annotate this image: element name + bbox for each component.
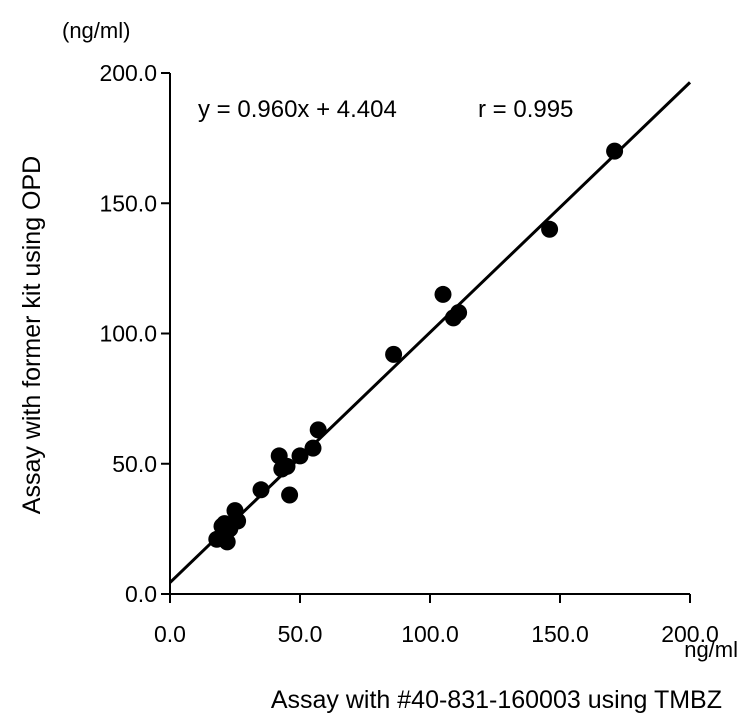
correlation-label: r = 0.995 [478,96,573,123]
y-tick-label: 0.0 [125,581,157,607]
y-unit-label: (ng/ml) [62,18,130,43]
data-point [252,481,270,499]
data-point [218,533,236,551]
data-point [385,345,403,363]
x-unit-label: ng/ml [684,637,738,662]
data-point [450,304,468,322]
y-tick-label: 50.0 [112,451,157,477]
data-point [606,142,624,160]
data-point [434,285,452,303]
x-tick-label: 200.0 [661,621,719,647]
data-point [281,486,299,504]
x-tick-label: 0.0 [154,621,186,647]
y-tick-label: 200.0 [99,60,157,86]
data-point [278,457,296,475]
y-tick-label: 150.0 [99,190,157,216]
x-tick-label: 100.0 [401,621,459,647]
x-tick-label: 150.0 [531,621,589,647]
regression-line [168,81,692,584]
data-point [541,220,559,238]
data-points [208,142,624,551]
x-axis-title: Assay with #40-831-160003 using TMBZ [271,686,722,714]
data-point [304,439,322,457]
data-point [309,421,327,439]
data-point [229,512,247,530]
x-tick-label: 50.0 [278,621,323,647]
axis-ticks: 0.0 50.0 100.0 150.0 200.0 0.0 50.0 100.0 150.0 2… [99,60,718,647]
y-tick-label: 100.0 [99,321,157,347]
data-point [291,447,309,465]
regression-equation: y = 0.960x + 4.404 [198,96,397,123]
y-axis-title: Assay with former kit using OPD [18,156,46,514]
